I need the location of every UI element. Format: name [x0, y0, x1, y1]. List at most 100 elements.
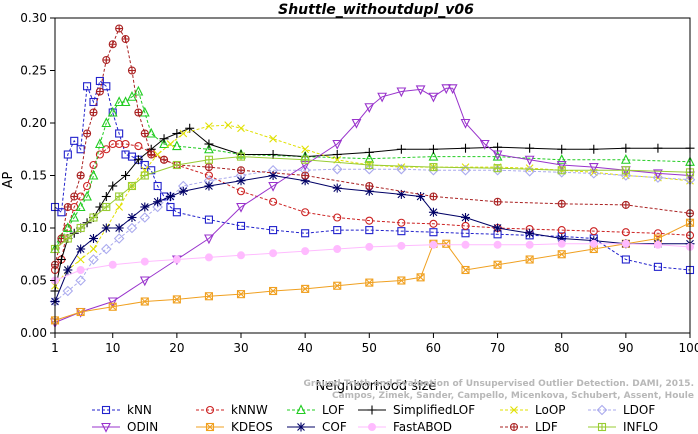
- data-point-cof: [76, 244, 86, 254]
- data-point-ldf: [429, 192, 438, 201]
- data-point-fastabod: [269, 249, 278, 258]
- data-point-kdeos: [397, 276, 406, 285]
- data-point-fastabod: [429, 240, 438, 249]
- x-tick-label: 90: [618, 341, 633, 355]
- data-point-fastabod: [365, 242, 374, 251]
- data-point-knn: [95, 76, 104, 86]
- data-point-inflo: [127, 181, 137, 191]
- y-tick-label: 0.20: [20, 116, 47, 130]
- data-point-simplifiedlof: [493, 142, 503, 152]
- data-point-knn: [365, 226, 374, 235]
- data-point-ldf: [115, 24, 124, 33]
- data-point-simplifiedlof: [204, 139, 214, 149]
- data-point-knn: [153, 181, 162, 191]
- legend-label-loop: LoOP: [535, 403, 566, 417]
- data-point-knn: [115, 129, 124, 138]
- data-point-odin: [492, 150, 503, 161]
- data-point-inflo: [557, 166, 566, 175]
- data-point-simplifiedlof: [332, 150, 342, 159]
- data-point-lof: [139, 106, 150, 117]
- data-point-simplifiedlof: [621, 143, 631, 153]
- data-point-lof: [620, 154, 631, 164]
- data-point-knn: [76, 145, 85, 154]
- data-point-loop: [461, 163, 470, 171]
- data-point-knnw: [301, 208, 310, 217]
- data-point-lof: [114, 96, 125, 107]
- x-tick-label: 20: [169, 341, 184, 355]
- legend-item-fastabod: FastABOD: [358, 420, 452, 434]
- data-point-knnw: [134, 142, 143, 151]
- data-point-fastabod: [108, 260, 117, 269]
- data-point-inflo: [63, 234, 72, 243]
- data-point-fastabod: [140, 257, 149, 266]
- data-point-knn: [397, 227, 406, 236]
- data-point-knn: [621, 255, 630, 264]
- data-point-knn: [236, 221, 246, 230]
- data-point-simplifiedlof: [364, 147, 374, 157]
- data-point-knnw: [397, 218, 406, 227]
- data-point-loop: [301, 145, 310, 154]
- data-point-simplifiedlof: [133, 155, 143, 165]
- series-line-lof: [54, 90, 691, 250]
- data-point-odin: [460, 118, 471, 129]
- data-point-knn: [102, 82, 111, 91]
- legend-marker-kdeos: [205, 422, 215, 432]
- series-inflo: [50, 152, 695, 254]
- data-point-ldof: [62, 285, 74, 297]
- data-point-lof: [171, 140, 182, 151]
- data-point-ldf: [365, 181, 374, 191]
- data-point-inflo: [76, 223, 85, 233]
- data-point-lof: [95, 138, 105, 149]
- data-point-fastabod: [493, 240, 502, 249]
- data-point-ldf: [121, 34, 130, 44]
- data-point-loop: [76, 255, 85, 264]
- legend-marker-loop: [510, 406, 518, 414]
- data-point-inflo: [621, 166, 630, 175]
- data-point-lof: [159, 138, 169, 149]
- data-point-simplifiedlof: [396, 144, 406, 154]
- data-point-ldf: [95, 87, 104, 96]
- data-point-knn: [121, 150, 130, 159]
- data-point-loop: [269, 134, 277, 143]
- legend-item-knn: kNN: [92, 403, 152, 417]
- data-point-inflo: [429, 163, 438, 172]
- data-point-kdeos: [493, 260, 502, 269]
- data-point-fastabod: [557, 239, 566, 248]
- data-point-cof: [127, 213, 137, 222]
- series-line-knn: [54, 80, 691, 271]
- data-point-fastabod: [333, 245, 342, 253]
- data-point-simplifiedlof: [461, 143, 471, 153]
- data-point-lof: [127, 91, 137, 101]
- data-point-ldof: [101, 243, 112, 255]
- legend-label-simplifiedlof: SimplifiedLOF: [393, 403, 475, 417]
- data-point-cof: [153, 197, 163, 207]
- data-point-kdeos: [236, 290, 246, 299]
- legend-label-inflo: INFLO: [623, 420, 658, 434]
- data-point-odin: [268, 181, 278, 192]
- x-tick-label: 40: [298, 341, 313, 355]
- data-point-fastabod: [204, 253, 213, 262]
- data-point-kdeos: [461, 265, 470, 275]
- data-point-cof: [461, 213, 471, 222]
- data-point-inflo: [102, 202, 111, 212]
- series-fastabod: [51, 239, 694, 285]
- data-point-kdeos: [108, 302, 117, 311]
- data-point-knn: [83, 82, 92, 91]
- data-point-fastabod: [621, 239, 630, 248]
- data-point-knn: [63, 150, 72, 159]
- data-point-loop: [525, 164, 534, 173]
- data-point-knn: [70, 136, 79, 145]
- data-point-knnw: [333, 213, 342, 222]
- data-point-knn: [653, 262, 662, 271]
- data-point-knnw: [95, 150, 104, 159]
- data-point-knnw: [461, 221, 470, 230]
- data-point-ldof: [139, 212, 151, 223]
- data-point-ldf: [140, 129, 149, 138]
- data-point-kdeos: [301, 284, 310, 293]
- legend-label-knnw: kNNW: [231, 403, 268, 417]
- data-point-kdeos: [525, 255, 534, 264]
- data-point-ldf: [204, 163, 213, 172]
- data-point-cof: [140, 202, 150, 212]
- legend-label-knn: kNN: [127, 403, 152, 417]
- data-point-fastabod: [589, 239, 598, 248]
